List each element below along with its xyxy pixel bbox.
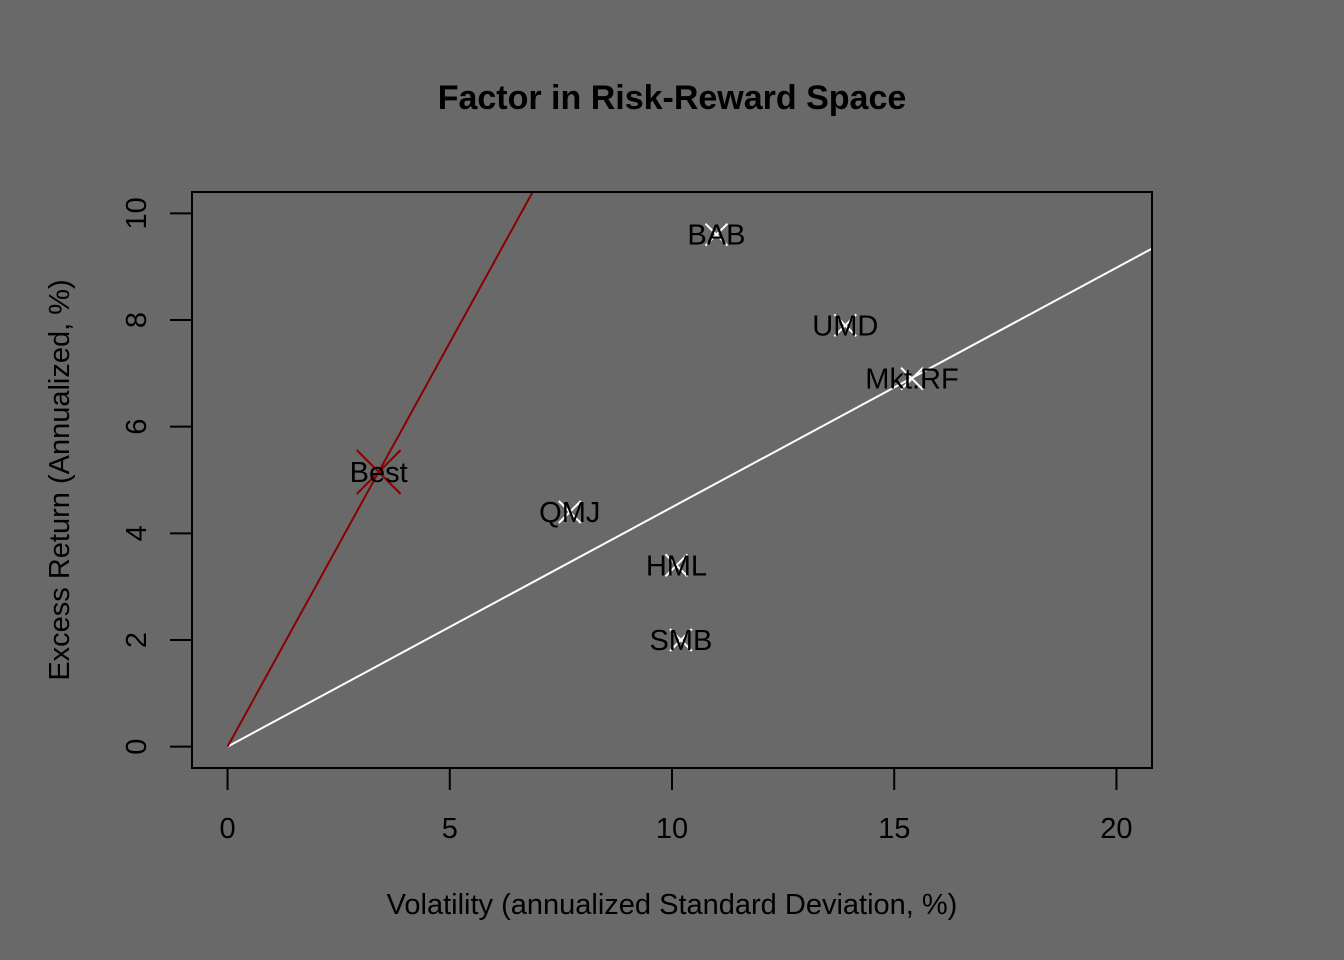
point-label: SMB xyxy=(649,625,712,657)
data-point-qmj: QMJ xyxy=(539,497,600,529)
y-tick-label: 2 xyxy=(121,632,153,648)
data-point-best: Best xyxy=(350,449,408,495)
plot-frame xyxy=(191,191,1153,769)
chart-title: Factor in Risk-Reward Space xyxy=(438,79,907,117)
data-point-umd: UMD xyxy=(812,310,878,342)
y-axis-label: Excess Return (Annualized, %) xyxy=(44,279,76,680)
x-tick-label: 10 xyxy=(656,813,688,845)
x-axis-label: Volatility (annualized Standard Deviatio… xyxy=(387,889,958,921)
y-tick-label: 4 xyxy=(121,525,153,541)
y-tick-label: 6 xyxy=(121,419,153,435)
x-tick-label: 15 xyxy=(878,813,910,845)
x-tick-label: 0 xyxy=(219,813,235,845)
x-tick-label: 5 xyxy=(442,813,458,845)
point-label: HML xyxy=(646,550,707,582)
data-point-bab: BAB xyxy=(687,220,745,252)
point-label: Mkt.RF xyxy=(865,364,958,396)
y-tick-label: 0 xyxy=(121,739,153,755)
point-marker xyxy=(704,222,729,247)
point-label: Best xyxy=(350,457,408,489)
y-axis: 0 2 4 6 8 10 xyxy=(121,197,193,755)
data-point-hml: HML xyxy=(646,550,707,582)
point-marker xyxy=(355,449,402,495)
point-marker xyxy=(900,366,924,391)
data-points: BAB UMD Mkt.RF QMJ HML SMB Best xyxy=(350,220,959,657)
point-marker xyxy=(833,313,858,338)
point-label: BAB xyxy=(687,220,745,252)
point-marker xyxy=(664,553,689,578)
y-tick-label: 10 xyxy=(121,197,153,229)
market-line xyxy=(227,247,1153,748)
point-marker xyxy=(669,628,693,652)
point-label: UMD xyxy=(812,310,878,342)
data-point-smb: SMB xyxy=(649,625,712,657)
x-axis: 0 5 10 15 20 xyxy=(219,767,1133,845)
x-tick-label: 20 xyxy=(1100,813,1132,845)
point-marker xyxy=(558,500,582,524)
y-tick-label: 8 xyxy=(121,312,153,328)
point-label: QMJ xyxy=(539,497,600,529)
data-point-mkt-rf: Mkt.RF xyxy=(865,364,958,396)
